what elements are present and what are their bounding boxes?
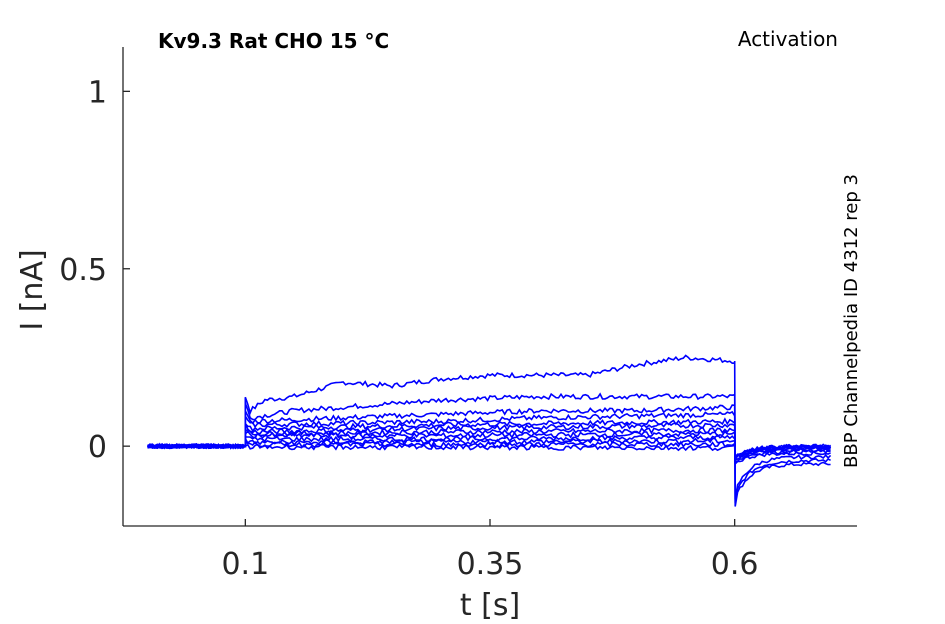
current-trace <box>147 404 832 500</box>
current-trace <box>147 422 831 462</box>
y-tick-label: 0 <box>88 430 107 465</box>
plot-area <box>146 354 832 507</box>
y-ticks: 00.51 <box>59 75 130 465</box>
x-tick-label: 0.35 <box>457 547 524 582</box>
current-trace <box>147 433 832 461</box>
current-trace <box>146 442 832 459</box>
x-tick-label: 0.6 <box>711 547 759 582</box>
y-tick-label: 0.5 <box>59 253 107 288</box>
current-trace <box>147 410 831 466</box>
current-trace <box>147 440 832 459</box>
x-axis-label: t [s] <box>460 588 520 623</box>
current-trace <box>147 354 831 507</box>
current-trace <box>147 430 831 462</box>
current-trace <box>147 392 831 504</box>
protocol-label: Activation <box>738 27 838 51</box>
chart-title: Kv9.3 Rat CHO 15 °C <box>158 29 389 53</box>
y-tick-label: 1 <box>88 75 107 110</box>
current-trace <box>147 417 831 464</box>
x-ticks: 0.1 0.35 0.6 <box>221 519 759 582</box>
y-axis-label: I [nA] <box>15 249 50 330</box>
x-tick-label: 0.1 <box>221 547 269 582</box>
source-label: BBP Channelpedia ID 4312 rep 3 <box>841 174 862 468</box>
